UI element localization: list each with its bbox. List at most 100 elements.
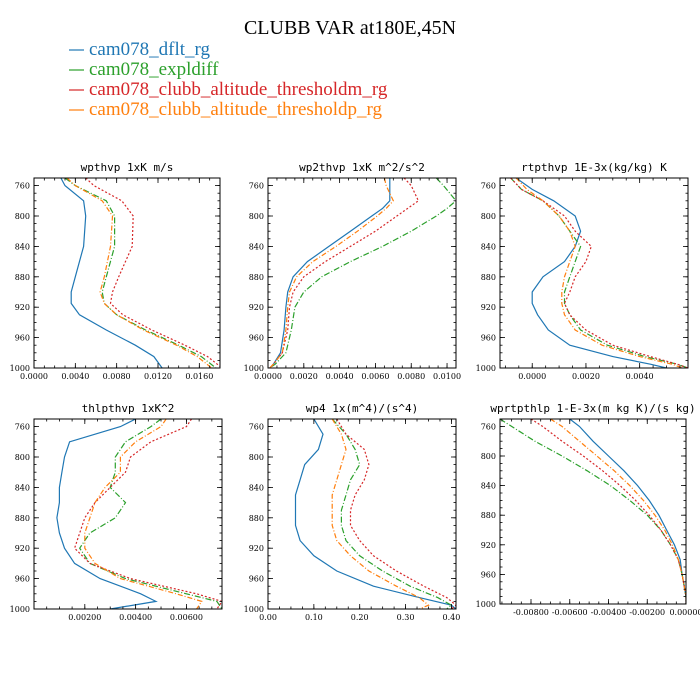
series-line-cam078-clubb-altitude-thresholdm-rg — [530, 419, 686, 604]
y-tick-label: 920 — [15, 544, 30, 553]
x-tick-label: -0.00200 — [629, 608, 665, 617]
y-tick-label: 760 — [481, 182, 496, 191]
x-tick-label: 0.0040 — [61, 372, 89, 381]
series-line-cam078-dflt-rg — [294, 419, 456, 609]
y-tick-label: 920 — [481, 303, 496, 312]
panel-5: wp4 1x(m^4)/(s^4)76080084088092096010000… — [244, 402, 461, 622]
series-line-cam078-clubb-altitude-thresholdp-rg — [550, 419, 686, 604]
panel-3: rtpthvp 1E-3x(kg/kg) K 760 800 840 880 920 960… — [476, 161, 689, 381]
x-tick-label: 0.0000 — [20, 372, 48, 381]
panel-1: wpthvp 1xK m/s76080084088092096010000.00… — [10, 161, 221, 381]
x-tick-label: 0.0000 — [518, 372, 546, 381]
y-tick-label: 880 — [249, 273, 264, 282]
y-tick-label: 1000 — [244, 364, 264, 373]
y-tick-label: 1000 — [476, 364, 496, 373]
y-tick-label: 920 — [15, 303, 30, 312]
y-tick-label: 840 — [249, 483, 264, 492]
x-tick-label: -0.00400 — [591, 608, 627, 617]
series-group — [56, 419, 222, 609]
series-line-cam078-clubb-altitude-thresholdp-rg — [515, 178, 683, 368]
y-tick-label: 880 — [481, 511, 496, 520]
legend-entry-cam078-clubb-altitude-thresholdm-rg: cam078_clubb_altitude_thresholdm_rg — [89, 79, 388, 100]
y-tick-label: 840 — [249, 242, 264, 251]
series-group — [500, 419, 686, 604]
series-line-cam078-expldiff — [500, 419, 686, 604]
series-group — [269, 178, 456, 368]
y-tick-label: 920 — [249, 303, 264, 312]
y-tick-label: 920 — [481, 541, 496, 550]
series-line-cam078-clubb-altitude-thresholdp-rg — [331, 419, 430, 609]
y-tick-label: 880 — [15, 514, 30, 523]
series-group — [294, 419, 456, 609]
plot-frame — [267, 418, 457, 610]
series-line-cam078-expldiff — [269, 178, 456, 368]
series-line-cam078-expldiff — [78, 419, 222, 609]
x-tick-label: 0.40 — [443, 613, 461, 622]
x-tick-label: 0.0080 — [103, 372, 131, 381]
figure-title: CLUBB VAR at180E,45N — [244, 17, 456, 39]
plot-frame — [33, 177, 221, 369]
series-line-cam078-clubb-altitude-thresholdp-rg — [269, 178, 395, 368]
x-tick-label: 0.00400 — [119, 613, 152, 622]
legend-entry-cam078-clubb-altitude-thresholdp-rg: cam078_clubb_altitude_thresholdp_rg — [89, 99, 383, 120]
y-tick-label: 800 — [481, 452, 496, 461]
y-tick-label: 800 — [249, 453, 264, 462]
series-line-cam078-dflt-rg — [569, 419, 686, 604]
y-tick-label: 1000 — [476, 600, 496, 609]
y-tick-label: 800 — [15, 212, 30, 221]
series-line-cam078-clubb-altitude-thresholdp-rg — [66, 178, 213, 368]
panel-title: wprtpthlp 1-E-3x(m kg K)/(s kg) — [490, 402, 695, 415]
legend-entry-cam078-dflt-rg: cam078_dflt_rg — [89, 39, 211, 60]
x-tick-label: 0.30 — [397, 613, 415, 622]
y-tick-label: 960 — [481, 334, 496, 343]
x-tick-label: 0.0160 — [185, 372, 213, 381]
panel-6: wprtpthlp 1-E-3x(m kg K)/(s kg) 760 800 840… — [476, 402, 700, 617]
y-tick-label: 760 — [481, 422, 496, 431]
y-tick-label: 920 — [249, 544, 264, 553]
y-tick-label: 960 — [15, 334, 30, 343]
x-tick-label: 0.00000 — [669, 608, 700, 617]
y-tick-label: 960 — [249, 575, 264, 584]
y-tick-label: 840 — [481, 242, 496, 251]
y-tick-label: 800 — [249, 212, 264, 221]
series-line-cam078-expldiff — [64, 178, 217, 368]
y-tick-label: 1000 — [10, 605, 30, 614]
y-tick-label: 760 — [249, 182, 264, 191]
series-group — [60, 178, 220, 368]
y-tick-label: 800 — [481, 212, 496, 221]
y-tick-label: 960 — [15, 575, 30, 584]
legend: cam078_dflt_rgcam078_expldiffcam078_club… — [69, 39, 388, 120]
y-tick-label: 760 — [15, 423, 30, 432]
x-tick-label: 0.00 — [259, 613, 277, 622]
x-tick-label: 0.0080 — [397, 372, 425, 381]
panel-title: thlpthvp 1xK^2 — [82, 402, 175, 415]
panel-2: wp2thvp 1xK m^2/s^2 760 800 840 880 920 960 100… — [244, 161, 461, 381]
y-tick-label: 800 — [15, 453, 30, 462]
x-tick-label: 0.0120 — [144, 372, 172, 381]
plot-frame — [267, 177, 457, 369]
x-tick-label: 0.20 — [351, 613, 369, 622]
panel-title: wpthvp 1xK m/s — [81, 161, 174, 174]
y-tick-label: 840 — [15, 242, 30, 251]
y-tick-label: 1000 — [10, 364, 30, 373]
series-line-cam078-dflt-rg — [269, 178, 391, 368]
series-line-cam078-clubb-altitude-thresholdp-rg — [84, 419, 203, 609]
y-tick-label: 760 — [249, 423, 264, 432]
series-line-cam078-clubb-altitude-thresholdm-rg — [269, 178, 420, 368]
series-line-cam078-dflt-rg — [60, 178, 163, 368]
y-tick-label: 880 — [481, 273, 496, 282]
x-tick-label: 0.0020 — [290, 372, 318, 381]
y-tick-label: 880 — [249, 514, 264, 523]
y-tick-label: 880 — [15, 273, 30, 282]
plot-frame — [33, 418, 223, 610]
x-tick-label: 0.0060 — [361, 372, 389, 381]
series-line-cam078-dflt-rg — [515, 178, 667, 368]
x-tick-label: 0.0000 — [254, 372, 282, 381]
panel-4: thlpthvp 1xK^2 760 800 840 880 920 960 1000 0.00… — [10, 402, 223, 622]
y-tick-label: 960 — [481, 570, 496, 579]
series-line-cam078-clubb-altitude-thresholdm-rg — [73, 419, 222, 609]
series-line-cam078-clubb-altitude-thresholdm-rg — [85, 178, 220, 368]
series-line-cam078-clubb-altitude-thresholdm-rg — [510, 178, 688, 368]
y-tick-label: 840 — [481, 482, 496, 491]
